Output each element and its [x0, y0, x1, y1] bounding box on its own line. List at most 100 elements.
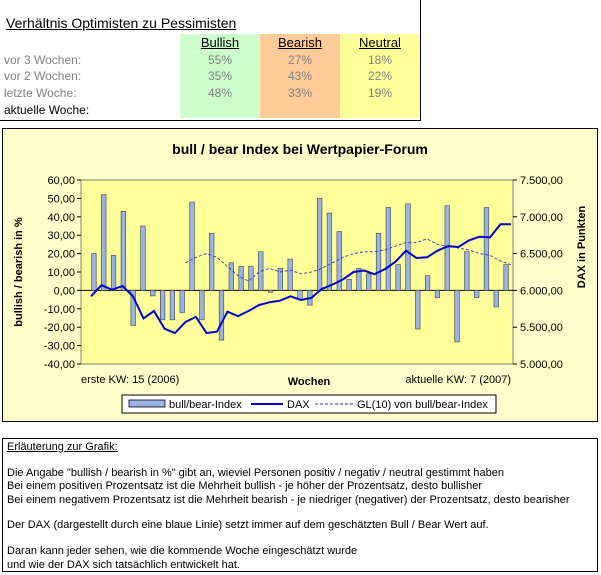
bar-bull-bear-index	[189, 201, 195, 291]
left-tick-label: 0,00	[54, 285, 75, 297]
x-end-label: aktuelle KW: 7 (2007)	[405, 374, 511, 386]
left-tick-label: -40,00	[44, 359, 75, 371]
legend-label-bar: bull/bear-Index	[169, 399, 242, 411]
neutral-value: 22%	[367, 69, 393, 83]
bar-bull-bear-index	[375, 233, 382, 291]
explanation-line: Bei einem positiven Prozentsatz ist die …	[7, 480, 483, 493]
right-tick-label: 7.000,00	[520, 212, 563, 224]
chart-explanation: Erläuterung zur Grafik: Die Angabe "bull…	[2, 438, 598, 572]
bar-bull-bear-index	[474, 290, 480, 299]
bar-bull-bear-index	[238, 266, 244, 291]
row-label: vor 3 Wochen:	[4, 53, 82, 67]
left-axis-ticks: 60,00 50,00 40,00 30,00 20,00 10,00 0,00 -10,00…	[44, 175, 81, 371]
bar-bull-bear-index	[169, 290, 176, 321]
explanation-line: Daran kann jeder sehen, wie die kommende…	[7, 544, 358, 557]
bar-bull-bear-index	[405, 203, 411, 291]
bar-bull-bear-index	[317, 198, 323, 291]
bullish-header: Bullish	[200, 35, 240, 50]
bar-bull-bear-index	[218, 290, 225, 341]
right-tick-label: 7.500,00	[520, 175, 563, 187]
bar-bull-bear-index	[150, 290, 156, 297]
bar-bull-bear-index	[120, 210, 126, 291]
bar-bull-bear-index	[287, 258, 293, 291]
row-label-current: aktuelle Woche:	[4, 103, 90, 117]
sentiment-summary-table: Verhältnis Optimisten zu Pessimisten Bul…	[0, 0, 421, 121]
explanation-line: Bei einem negativem Prozentsatz ist die …	[7, 493, 570, 506]
bar-bull-bear-index	[366, 273, 372, 291]
explanation-line: und wie der DAX sich tatsächlich entwick…	[7, 558, 240, 571]
right-tick-label: 6.500,00	[520, 249, 563, 261]
bar-bull-bear-index	[424, 275, 431, 291]
bar-bull-bear-index	[385, 207, 391, 291]
left-tick-label: 20,00	[47, 249, 75, 261]
left-tick-label: -30,00	[44, 341, 75, 353]
plot-area	[80, 179, 514, 365]
right-axis-ticks: 7.500,00 7.000,00 6.500,00 6.000,00 5.500,00…	[513, 175, 563, 371]
left-tick-label: 60,00	[47, 175, 75, 187]
bar-bull-bear-index	[248, 266, 254, 291]
bar-bull-bear-index	[110, 255, 117, 291]
bar-bull-bear-index	[503, 264, 509, 291]
explanation-line: Der DAX (dargestellt durch eine blaue Li…	[7, 519, 489, 532]
bearish-column	[260, 34, 340, 118]
bull-bear-chart: bull / bear Index bei Wertpapier-Forum 6…	[13, 141, 588, 414]
bar-bull-bear-index	[346, 279, 352, 291]
bar-bull-bear-index	[454, 290, 460, 343]
bar-bull-bear-index	[395, 264, 401, 291]
left-tick-label: 50,00	[47, 193, 75, 205]
left-tick-label: 40,00	[47, 212, 75, 224]
left-tick-label: 30,00	[47, 230, 75, 242]
right-axis-label: DAX in Punkten	[576, 205, 588, 288]
bar-bull-bear-index	[130, 290, 136, 326]
neutral-value: 18%	[367, 53, 393, 67]
bar-bull-bear-index	[267, 290, 274, 293]
bullish-value: 35%	[207, 69, 233, 83]
explanation-line: Die Angabe "bullish / bearish in %" gibt…	[7, 466, 504, 479]
line-dax	[90, 223, 511, 335]
right-tick-label: 5.000,00	[520, 359, 563, 371]
bar-bull-bear-index	[199, 290, 205, 321]
legend-label-dax: DAX	[287, 399, 310, 411]
bar-bull-bear-index	[160, 290, 166, 321]
bar-bull-bear-index	[277, 268, 283, 291]
chart-container: bull / bear Index bei Wertpapier-Forum 6…	[2, 128, 598, 422]
neutral-value: 19%	[367, 86, 393, 100]
bar-bull-bear-index	[140, 225, 146, 291]
bar-bull-bear-index	[415, 290, 421, 330]
bullish-column	[180, 34, 260, 118]
neutral-column	[340, 34, 420, 118]
bar-bull-bear-index	[483, 207, 490, 291]
bar-bull-bear-index	[464, 251, 470, 291]
bar-bull-bear-index	[434, 290, 440, 299]
bearish-header: Bearish	[277, 35, 323, 50]
legend-box	[121, 394, 497, 414]
right-tick-label: 5.500,00	[520, 322, 563, 334]
bar-bull-bear-index	[258, 251, 264, 291]
bearish-value: 33%	[287, 86, 313, 100]
summary-title: Verhältnis Optimisten zu Pessimisten	[6, 15, 237, 31]
legend-swatch-bar	[128, 399, 166, 408]
left-axis-label: bullish / bearish in %	[13, 217, 25, 327]
explanation-heading: Erläuterung zur Grafik:	[7, 441, 118, 453]
bar-bull-bear-index	[228, 262, 234, 291]
bar-bull-bear-index	[91, 253, 97, 291]
bar-bull-bear-index	[101, 194, 107, 291]
legend-label-gl10: GL(10) von bull/bear-Index	[357, 399, 488, 411]
bar-bull-bear-index	[493, 290, 499, 308]
left-tick-label: 10,00	[47, 267, 75, 279]
bar-bull-bear-index	[209, 233, 215, 291]
legend: bull/bear-Index DAX GL(10) von bull/bear…	[121, 394, 497, 414]
neutral-header: Neutral	[359, 35, 401, 50]
bar-bull-bear-index	[326, 212, 333, 291]
right-tick-label: 6.000,00	[520, 285, 563, 297]
x-start-label: erste KW: 15 (2006)	[81, 374, 179, 386]
left-tick-label: -20,00	[44, 322, 75, 334]
bearish-value: 27%	[287, 53, 313, 67]
chart-title: bull / bear Index bei Wertpapier-Forum	[172, 141, 428, 157]
left-tick-label: -10,00	[44, 304, 75, 316]
bearish-value: 43%	[287, 69, 313, 83]
row-label: letzte Woche:	[4, 86, 77, 100]
bar-bull-bear-index	[356, 268, 362, 291]
x-axis-label: Wochen	[288, 376, 331, 388]
row-label: vor 2 Wochen:	[4, 69, 82, 83]
